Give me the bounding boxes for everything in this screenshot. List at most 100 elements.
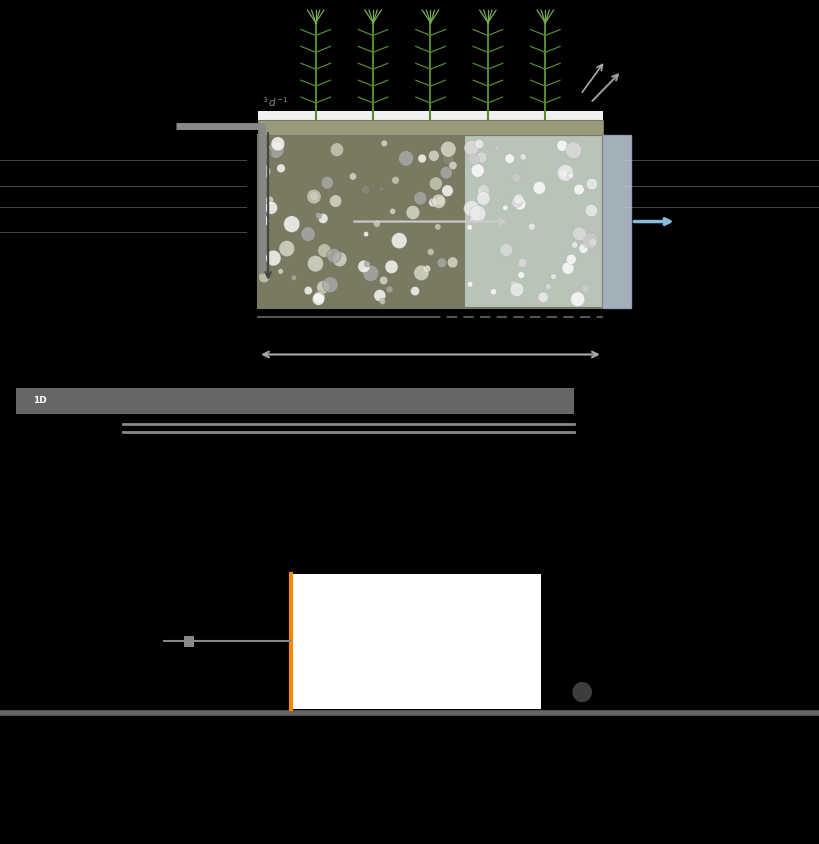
Circle shape — [318, 214, 328, 224]
Circle shape — [270, 137, 284, 151]
Circle shape — [278, 241, 294, 257]
Circle shape — [565, 142, 581, 159]
Circle shape — [578, 244, 587, 253]
Circle shape — [283, 216, 300, 232]
Text: ${}^3\,d^{-1}$: ${}^3\,d^{-1}$ — [262, 95, 288, 109]
Circle shape — [500, 244, 512, 257]
Circle shape — [567, 173, 573, 179]
Circle shape — [477, 190, 482, 196]
Circle shape — [468, 212, 480, 223]
Circle shape — [310, 192, 318, 201]
Circle shape — [572, 227, 586, 241]
Bar — [16, 388, 573, 414]
Circle shape — [509, 283, 523, 296]
Circle shape — [505, 154, 514, 164]
Circle shape — [307, 256, 323, 272]
Circle shape — [330, 143, 343, 157]
Circle shape — [384, 260, 397, 273]
Bar — [258, 135, 602, 308]
Circle shape — [468, 154, 479, 165]
Circle shape — [527, 223, 535, 230]
Circle shape — [265, 201, 278, 214]
Circle shape — [410, 286, 419, 295]
Circle shape — [571, 241, 577, 248]
Circle shape — [447, 257, 457, 268]
Circle shape — [378, 187, 383, 192]
Circle shape — [448, 161, 456, 170]
Circle shape — [476, 192, 490, 205]
Circle shape — [364, 261, 370, 267]
Circle shape — [545, 284, 550, 289]
Circle shape — [278, 268, 283, 274]
Circle shape — [391, 176, 399, 184]
Circle shape — [572, 682, 591, 702]
Circle shape — [276, 164, 285, 173]
Circle shape — [494, 145, 499, 150]
Circle shape — [284, 220, 290, 226]
Circle shape — [357, 260, 369, 273]
Bar — [258, 135, 464, 308]
Circle shape — [464, 140, 478, 155]
Circle shape — [519, 154, 526, 160]
Circle shape — [322, 277, 337, 293]
Circle shape — [518, 272, 524, 279]
Circle shape — [511, 197, 522, 208]
Circle shape — [386, 286, 392, 293]
Circle shape — [559, 170, 567, 178]
Circle shape — [586, 178, 597, 190]
Circle shape — [428, 150, 439, 161]
Circle shape — [398, 150, 413, 166]
Circle shape — [514, 197, 525, 210]
Circle shape — [265, 250, 281, 266]
Circle shape — [318, 244, 331, 257]
Circle shape — [437, 258, 446, 268]
Circle shape — [316, 281, 329, 294]
Circle shape — [332, 252, 346, 267]
Circle shape — [427, 248, 433, 256]
Circle shape — [490, 289, 496, 295]
Circle shape — [349, 173, 356, 180]
Circle shape — [257, 165, 270, 178]
Circle shape — [312, 293, 324, 306]
Circle shape — [440, 166, 452, 179]
Circle shape — [441, 185, 453, 197]
Circle shape — [423, 265, 430, 273]
Circle shape — [570, 292, 584, 306]
Circle shape — [557, 165, 573, 181]
Circle shape — [464, 201, 479, 217]
Circle shape — [362, 265, 378, 281]
Circle shape — [373, 220, 380, 227]
Circle shape — [363, 231, 369, 237]
Circle shape — [436, 197, 444, 205]
Circle shape — [434, 224, 441, 230]
Circle shape — [268, 142, 283, 159]
Circle shape — [585, 204, 597, 217]
Circle shape — [511, 173, 520, 182]
Circle shape — [301, 227, 314, 241]
Bar — [602, 135, 631, 308]
Circle shape — [429, 177, 441, 190]
Circle shape — [581, 233, 597, 249]
Circle shape — [418, 154, 426, 163]
Circle shape — [573, 184, 583, 195]
Circle shape — [588, 238, 596, 246]
Circle shape — [474, 139, 483, 149]
Circle shape — [379, 299, 385, 305]
Circle shape — [537, 292, 548, 302]
Text: 1D: 1D — [33, 397, 47, 405]
Bar — [258, 120, 602, 135]
Circle shape — [469, 205, 485, 222]
Circle shape — [381, 140, 387, 147]
Circle shape — [304, 286, 312, 295]
Circle shape — [467, 282, 473, 287]
Circle shape — [471, 164, 483, 177]
Circle shape — [581, 284, 589, 293]
Circle shape — [428, 198, 437, 207]
Circle shape — [379, 276, 387, 284]
Circle shape — [260, 216, 269, 225]
Bar — [184, 636, 194, 647]
Circle shape — [556, 140, 567, 151]
Circle shape — [389, 208, 395, 214]
Circle shape — [391, 233, 406, 249]
Circle shape — [532, 181, 545, 194]
